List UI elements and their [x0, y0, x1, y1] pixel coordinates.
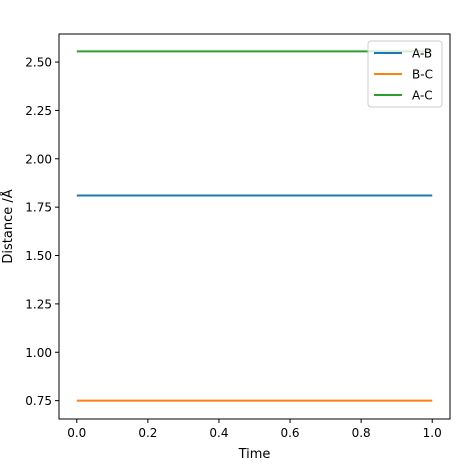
- y-tick-label: 2.25: [25, 104, 52, 118]
- x-tick-label: 0.4: [209, 426, 228, 440]
- y-tick-label: 1.00: [25, 346, 52, 360]
- x-tick-label: 0.2: [138, 426, 157, 440]
- x-tick-label: 0.8: [352, 426, 371, 440]
- y-tick-label: 1.50: [25, 249, 52, 263]
- y-tick-label: 0.75: [25, 394, 52, 408]
- legend-box: [367, 40, 443, 108]
- x-axis-ticks: 0.0 0.2 0.4 0.6 0.8 1.0: [67, 419, 442, 440]
- y-tick-label: 2.00: [25, 152, 52, 166]
- legend-label-2: A-C: [412, 89, 433, 103]
- legend-label-1: B-C: [412, 68, 433, 82]
- y-axis-ticks: 0.75 1.00 1.25 1.50 1.75 2.00 2.25 2.50: [25, 56, 59, 408]
- legend: A-B B-C A-C: [367, 40, 443, 108]
- y-tick-label: 2.50: [25, 56, 52, 70]
- x-tick-label: 1.0: [423, 426, 442, 440]
- x-axis-label: Time: [238, 447, 271, 462]
- plot-frame: [58, 33, 451, 420]
- legend-label-0: A-B: [412, 47, 432, 61]
- y-axis-label: Distance /Å: [0, 189, 16, 263]
- x-tick-label: 0.0: [67, 426, 86, 440]
- y-tick-label: 1.75: [25, 201, 52, 215]
- x-tick-label: 0.6: [280, 426, 299, 440]
- y-tick-label: 1.25: [25, 297, 52, 311]
